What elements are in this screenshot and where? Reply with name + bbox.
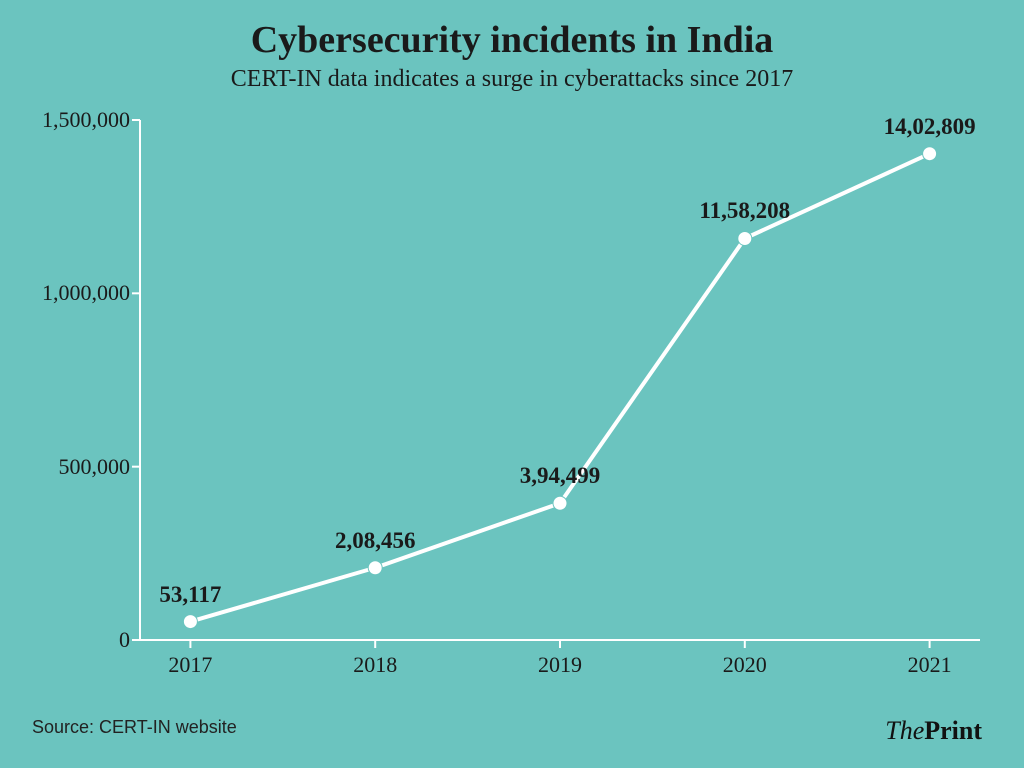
logo-the: The	[885, 716, 924, 745]
chart-title: Cybersecurity incidents in India	[0, 18, 1024, 62]
x-tick-label: 2017	[168, 640, 212, 678]
chart-svg	[140, 120, 980, 640]
data-label: 11,58,208	[699, 198, 790, 224]
data-label: 53,117	[159, 582, 221, 608]
chart-subtitle: CERT-IN data indicates a surge in cybera…	[0, 66, 1024, 93]
publisher-logo: ThePrint	[885, 716, 982, 746]
x-tick-label: 2019	[538, 640, 582, 678]
x-tick-label: 2020	[723, 640, 767, 678]
y-tick-label: 1,500,000	[42, 107, 140, 133]
source-text: Source: CERT-IN website	[32, 717, 237, 738]
chart-canvas: Cybersecurity incidents in India CERT-IN…	[0, 0, 1024, 768]
chart-plot-area: 0500,0001,000,0001,500,00020172018201920…	[140, 120, 980, 640]
logo-print: Print	[924, 716, 982, 745]
y-tick-label: 0	[119, 627, 140, 653]
y-tick-label: 1,000,000	[42, 280, 140, 306]
data-label: 3,94,499	[520, 463, 601, 489]
data-label: 14,02,809	[884, 114, 976, 140]
y-tick-label: 500,000	[59, 454, 141, 480]
data-label: 2,08,456	[335, 528, 416, 554]
x-tick-label: 2021	[908, 640, 952, 678]
x-tick-label: 2018	[353, 640, 397, 678]
